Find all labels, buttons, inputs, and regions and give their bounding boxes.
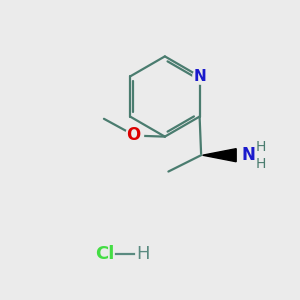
Text: N: N	[193, 69, 206, 84]
Text: Cl: Cl	[95, 245, 114, 263]
Text: H: H	[256, 157, 266, 170]
Text: O: O	[127, 126, 141, 144]
Text: H: H	[136, 245, 150, 263]
Text: H: H	[256, 140, 266, 154]
Text: N: N	[241, 146, 255, 164]
Polygon shape	[202, 149, 236, 162]
